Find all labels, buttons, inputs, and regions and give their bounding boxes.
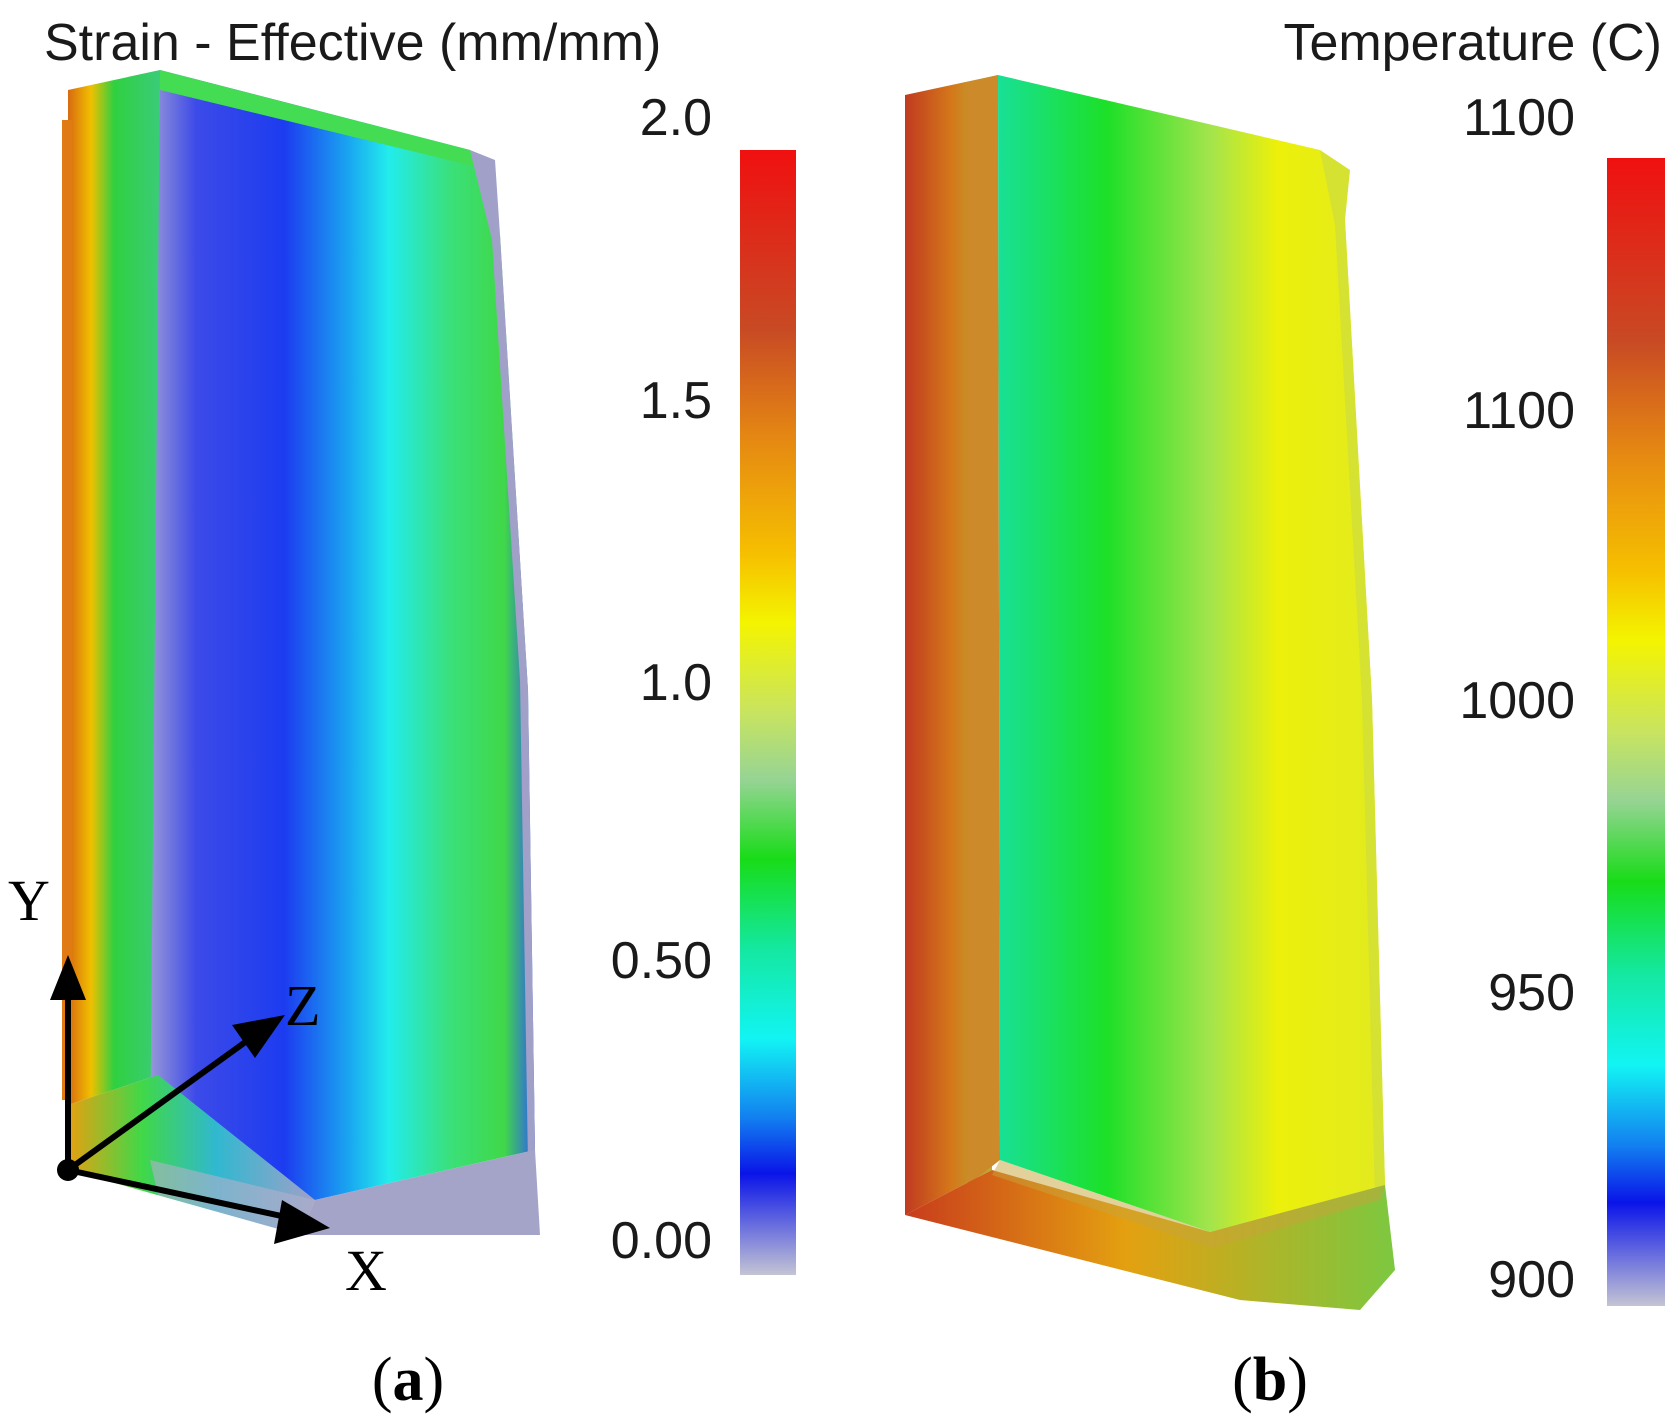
panel-a-caption-open: ( [372, 1346, 393, 1414]
temperature-colorbar-tick: 950 [1488, 964, 1575, 1022]
x-axis-arrowhead [274, 1200, 330, 1244]
strain-colorbar-tick: 2.0 [640, 89, 712, 147]
panel-a-caption-close: ) [424, 1346, 445, 1414]
z-axis-label: Z [285, 973, 320, 1038]
panel-b-caption-close: ) [1287, 1346, 1308, 1414]
temperature-workpiece-render [905, 75, 1395, 1310]
x-axis-label: X [345, 1238, 387, 1303]
temperature-colorbar-tick: 1100 [1463, 89, 1575, 147]
temperature-colorbar-gradient [1607, 158, 1665, 1306]
panel-a-caption: (a) [372, 1346, 444, 1414]
axes-origin [57, 1159, 79, 1181]
temperature-colorbar-tick: 1000 [1459, 672, 1575, 730]
panel-a: Strain - Effective (mm/mm) Y Z X [8, 14, 796, 1414]
panel-b: Temperature (C) 1100 1100 1000 950 900 (… [905, 14, 1665, 1414]
panel-b-caption: (b) [1232, 1346, 1308, 1414]
strain-colorbar-gradient [740, 150, 796, 1275]
z-axis-arrowhead [232, 1015, 285, 1058]
strain-colorbar: 2.0 1.5 1.0 0.50 0.00 [611, 89, 796, 1275]
temperature-colorbar-tick: 900 [1488, 1251, 1575, 1309]
y-axis-label: Y [8, 868, 50, 933]
panel-a-caption-letter: a [393, 1346, 424, 1414]
panel-b-title: Temperature (C) [1283, 14, 1662, 72]
strain-colorbar-tick: 1.0 [640, 654, 712, 712]
strain-workpiece-render [62, 70, 540, 1235]
coordinate-axes: Y Z X [8, 868, 387, 1303]
panel-a-title: Strain - Effective (mm/mm) [44, 14, 661, 72]
strain-colorbar-tick: 0.00 [611, 1212, 712, 1270]
strain-colorbar-tick: 0.50 [611, 932, 712, 990]
temperature-colorbar-tick: 1100 [1463, 382, 1575, 440]
panel-b-caption-open: ( [1232, 1346, 1253, 1414]
y-axis-arrowhead [50, 955, 86, 1000]
panel-b-caption-letter: b [1253, 1346, 1287, 1414]
temperature-colorbar: 1100 1100 1000 950 900 [1459, 89, 1665, 1309]
strain-colorbar-tick: 1.5 [640, 372, 712, 430]
